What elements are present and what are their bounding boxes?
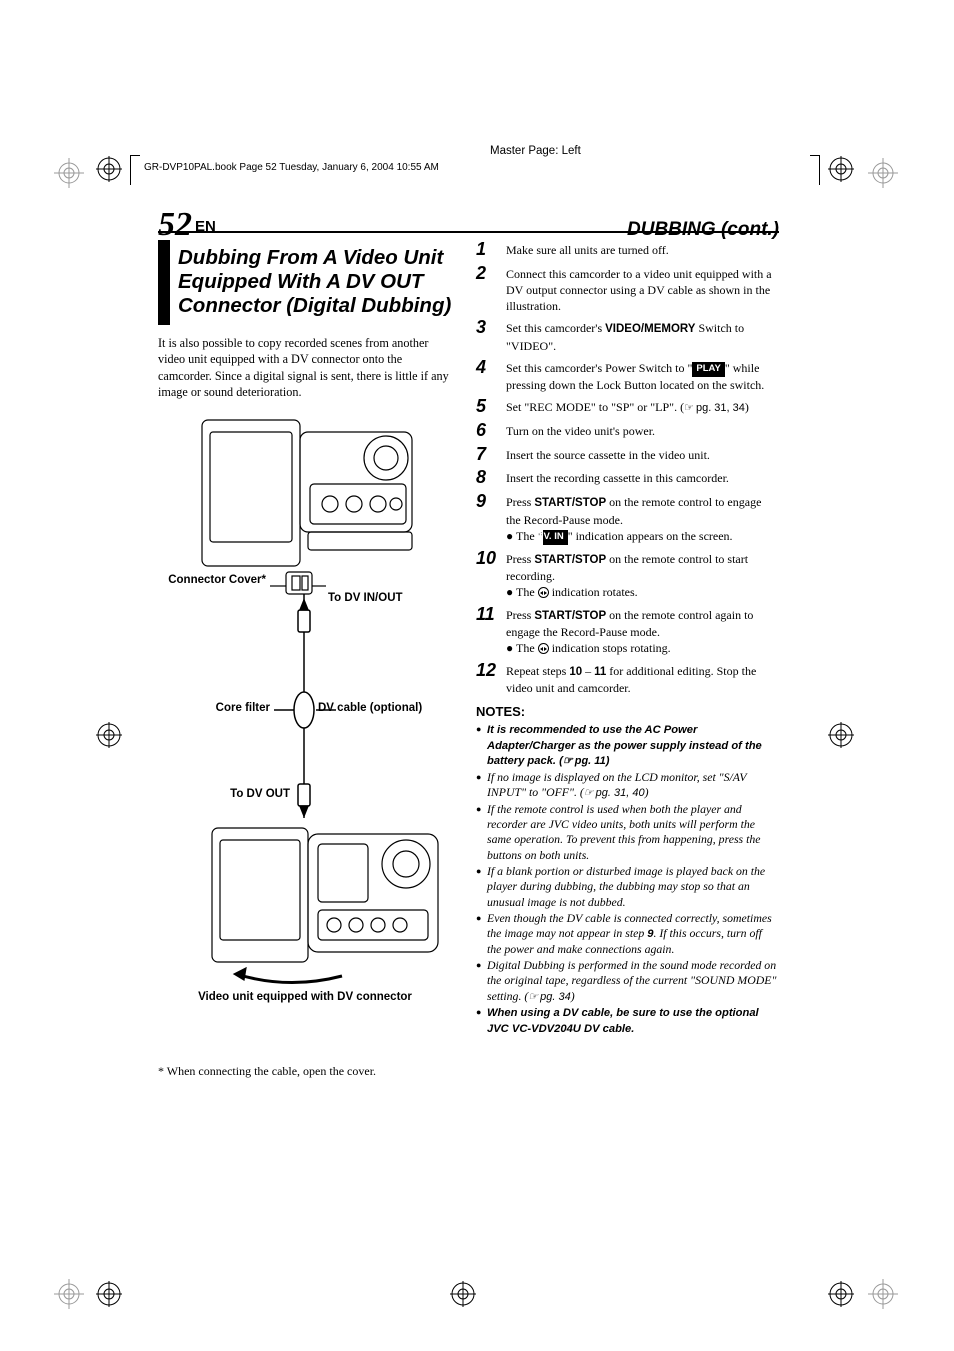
diagram-svg [158, 414, 452, 1034]
diagram-label-dv-cable: DV cable (optional) [318, 702, 422, 714]
step-text: Turn on the video unit's power. [506, 421, 779, 441]
step-item: 4Set this camcorder's Power Switch to "P… [476, 358, 779, 393]
step-item: 8Insert the recording cassette in this c… [476, 468, 779, 488]
step-text: Press START/STOP on the remote control t… [506, 549, 779, 601]
note-item: It is recommended to use the AC Power Ad… [476, 722, 779, 769]
content-columns: Dubbing From A Video Unit Equipped With … [158, 240, 779, 1079]
step-number: 3 [476, 318, 506, 354]
registration-mark-icon [868, 158, 898, 188]
step-number: 11 [476, 605, 506, 657]
step-item: 11Press START/STOP on the remote control… [476, 605, 779, 657]
step-text: Press START/STOP on the remote control a… [506, 605, 779, 657]
manual-page: Master Page: Left GR-DVP10PAL.book Page … [0, 0, 954, 1351]
note-item: If the remote control is used when both … [476, 802, 779, 863]
step-item: 6Turn on the video unit's power. [476, 421, 779, 441]
step-text: Make sure all units are turned off. [506, 240, 779, 260]
step-item: 3Set this camcorder's VIDEO/MEMORY Switc… [476, 318, 779, 354]
registration-mark-icon [54, 1279, 84, 1309]
diagram-caption: Video unit equipped with DV connector [158, 990, 452, 1004]
header-rule [158, 231, 779, 233]
diagram-footnote: * When connecting the cable, open the co… [158, 1064, 458, 1079]
step-text: Insert the source cassette in the video … [506, 445, 779, 465]
note-item: When using a DV cable, be sure to use th… [476, 1005, 779, 1036]
master-page-label: Master Page: Left [490, 145, 581, 157]
step-text: Press START/STOP on the remote control t… [506, 492, 779, 545]
page-ref: pg. 11 [563, 755, 606, 767]
rotate-icon [538, 643, 549, 654]
step-text: Insert the recording cassette in this ca… [506, 468, 779, 488]
play-badge: PLAY [692, 362, 724, 377]
diagram-label-connector-cover: Connector Cover* [168, 574, 266, 587]
note-item: Digital Dubbing is performed in the soun… [476, 958, 779, 1004]
registration-mark-icon [828, 1281, 854, 1307]
step-number: 8 [476, 468, 506, 488]
step-number: 7 [476, 445, 506, 465]
page-ref: pg. 31, 34 [684, 402, 745, 414]
step-text: Set this camcorder's VIDEO/MEMORY Switch… [506, 318, 779, 354]
step-item: 1Make sure all units are turned off. [476, 240, 779, 260]
registration-mark-icon [54, 158, 84, 188]
rotate-icon [538, 587, 549, 598]
intro-paragraph: It is also possible to copy recorded sce… [158, 335, 458, 401]
step-number: 9 [476, 492, 506, 545]
step-item: 2Connect this camcorder to a video unit … [476, 264, 779, 315]
step-number: 10 [476, 549, 506, 601]
diagram-label-dv-inout: To DV IN/OUT [328, 592, 403, 604]
left-column: Dubbing From A Video Unit Equipped With … [158, 240, 458, 1079]
notes-header: NOTES: [476, 704, 779, 719]
step-number: 5 [476, 397, 506, 417]
registration-mark-icon [828, 722, 854, 748]
step-number: 12 [476, 661, 506, 697]
step-number: 2 [476, 264, 506, 315]
registration-mark-icon [96, 156, 122, 182]
step-item: 9Press START/STOP on the remote control … [476, 492, 779, 545]
diagram-label-dv-out: To DV OUT [206, 788, 290, 800]
note-item: If a blank portion or disturbed image is… [476, 864, 779, 910]
note-item: If no image is displayed on the LCD moni… [476, 770, 779, 801]
registration-mark-icon [96, 722, 122, 748]
step-text: Connect this camcorder to a video unit e… [506, 264, 779, 315]
registration-mark-icon [868, 1279, 898, 1309]
page-ref: pg. 31, 40 [584, 787, 645, 799]
section-heading: DUBBING (cont.) [627, 219, 779, 241]
step-item: 7Insert the source cassette in the video… [476, 445, 779, 465]
notes-list: It is recommended to use the AC Power Ad… [476, 722, 779, 1036]
step-text: Repeat steps 10 – 11 for additional edit… [506, 661, 779, 697]
step-item: 5Set "REC MODE" to "SP" or "LP". (pg. 31… [476, 397, 779, 417]
connection-diagram: Connector Cover* To DV IN/OUT Core filte… [158, 414, 452, 1034]
step-number: 6 [476, 421, 506, 441]
steps-list: 1Make sure all units are turned off.2Con… [476, 240, 779, 696]
registration-mark-icon [96, 1281, 122, 1307]
page-header: 52EN DUBBING (cont.) [158, 206, 779, 244]
step-number: 1 [476, 240, 506, 260]
article-title: Dubbing From A Video Unit Equipped With … [178, 246, 458, 319]
step-number: 4 [476, 358, 506, 393]
dvin-badge: DV. IN [543, 530, 568, 545]
book-header-line: GR-DVP10PAL.book Page 52 Tuesday, Januar… [144, 162, 439, 173]
registration-mark-icon [450, 1281, 476, 1307]
right-column: 1Make sure all units are turned off.2Con… [476, 240, 779, 1079]
step-text: Set "REC MODE" to "SP" or "LP". (pg. 31,… [506, 397, 779, 417]
note-item: Even though the DV cable is connected co… [476, 911, 779, 957]
article-title-block: Dubbing From A Video Unit Equipped With … [158, 240, 458, 325]
registration-mark-icon [828, 156, 854, 182]
page-ref: pg. 34 [528, 991, 570, 1003]
step-text: Set this camcorder's Power Switch to "PL… [506, 358, 779, 393]
step-item: 12Repeat steps 10 – 11 for additional ed… [476, 661, 779, 697]
diagram-label-core-filter: Core filter [188, 702, 270, 714]
step-item: 10Press START/STOP on the remote control… [476, 549, 779, 601]
page-number: 52EN [158, 206, 216, 244]
